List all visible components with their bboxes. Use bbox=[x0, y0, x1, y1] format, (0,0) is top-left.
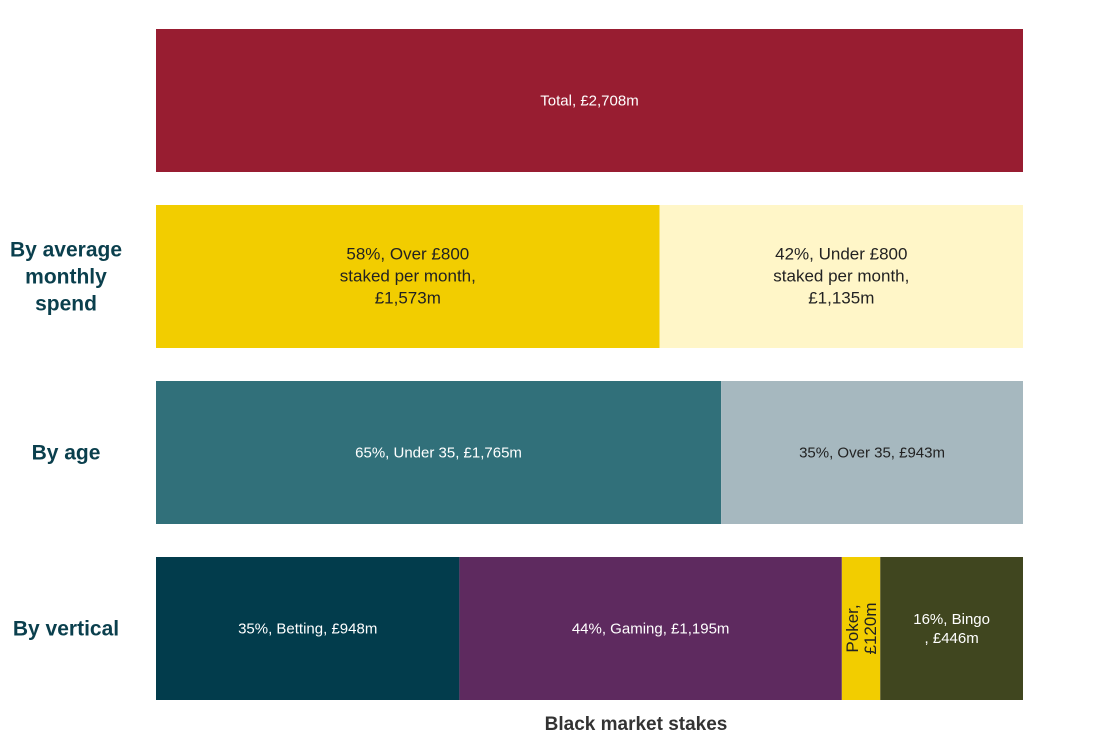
bar-segment-label: 35%, Betting, £948m bbox=[238, 621, 377, 638]
bar-segment-label: 16%, Bingo, £446m bbox=[913, 611, 990, 647]
bar-segment bbox=[156, 205, 660, 348]
bar-segment bbox=[721, 381, 1023, 524]
bars-group: Total, £2,708m 58%, Over £800 staked per m… bbox=[156, 29, 1023, 700]
bar-segment-label: 35%, Over 35, £943m bbox=[799, 445, 945, 462]
bar-segment-label: Total, £2,708m bbox=[540, 93, 638, 110]
bar-segment-label: 58%, Over £800 staked per month, £1,573m bbox=[340, 245, 476, 308]
bar-segment bbox=[156, 381, 722, 524]
bar-segment-label: 42%, Under £800 staked per month, £1,135m bbox=[773, 245, 909, 308]
bar-segment bbox=[156, 29, 1023, 172]
bar-segment bbox=[880, 557, 1023, 700]
row-labels-group: By average monthly spend By age By vertical bbox=[10, 239, 122, 641]
bar-segment bbox=[156, 557, 460, 700]
bar-segment bbox=[459, 557, 842, 700]
row-label: By average monthly spend bbox=[10, 239, 122, 316]
bar-segment-label: 44%, Gaming, £1,195m bbox=[572, 621, 730, 638]
row-label: By vertical bbox=[13, 618, 119, 641]
bar-segment bbox=[659, 205, 1023, 348]
bar-segment bbox=[841, 557, 881, 700]
bar-segment-label: 65%, Under 35, £1,765m bbox=[355, 445, 522, 462]
row-label: By age bbox=[32, 442, 101, 465]
bar-segment-label: Poker,£120m bbox=[843, 603, 880, 655]
x-axis-title: Black market stakes bbox=[545, 714, 728, 735]
